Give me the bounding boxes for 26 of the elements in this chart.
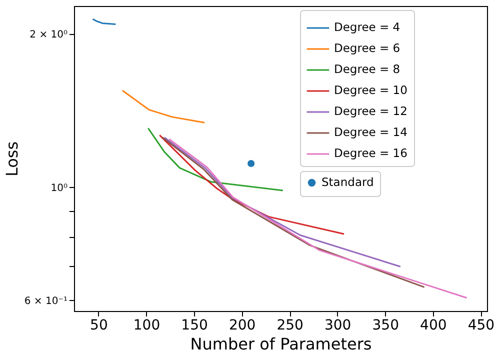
y-tick-label: 2 × 10⁰ [30,30,68,41]
x-tick-label: 450 [468,318,495,334]
line-series [162,136,426,288]
x-tick-label: 400 [420,318,447,334]
y-axis-title: Loss [2,141,22,177]
y-tick-label: 6 × 10⁻¹ [24,296,68,307]
legend-label: Degree = 12 [334,104,408,118]
x-tick-label: 200 [228,318,256,334]
legend-label: Degree = 16 [334,146,408,160]
x-tick-label: 250 [276,318,304,334]
line-series [122,90,206,124]
legend-label: Degree = 10 [334,83,408,97]
x-axis-title: Number of Parameters [190,334,372,354]
legend-label: Degree = 14 [334,125,408,139]
legend-label: Degree = 4 [334,20,400,34]
legend-label: Degree = 6 [334,41,400,55]
legend-label: Standard [322,174,374,189]
x-tick-label: 150 [181,318,208,334]
line-series [147,127,284,192]
line-series [168,138,468,299]
legend-label: Degree = 8 [334,62,400,76]
x-tick-label: 50 [90,318,108,334]
x-tick-label: 300 [324,318,352,334]
x-tick-label: 350 [372,318,400,334]
x-tick-label: 100 [133,318,160,334]
y-tick-label: 10⁰ [50,182,68,194]
